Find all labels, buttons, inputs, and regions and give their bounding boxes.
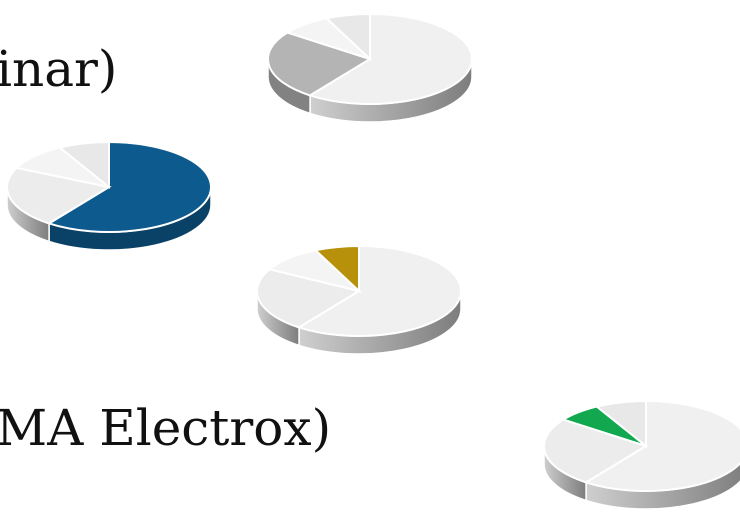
pie-chart-grey xyxy=(267,12,473,123)
pie-chart-blue xyxy=(6,140,212,251)
pie-blue-slice-3 xyxy=(57,140,110,190)
partial-title-text: inar) xyxy=(0,40,118,98)
pie-gold-slice-3 xyxy=(313,244,360,294)
pie-grey-top-slice-0 xyxy=(307,12,473,105)
pie-chart-gold xyxy=(256,244,462,355)
pie-green-slice-3 xyxy=(594,399,647,449)
partial-caption-text: MA Electrox) xyxy=(0,399,332,457)
pie-green-slice-1 xyxy=(543,418,649,484)
pie-grey-top-slice-3 xyxy=(324,12,371,62)
pie-gold-slice-0 xyxy=(296,244,462,337)
pie-gold-slice-1 xyxy=(256,268,362,329)
pie-chart-green xyxy=(543,399,740,510)
pie-green-slice-0 xyxy=(583,399,740,492)
pie-grey-top-slice-1 xyxy=(267,31,373,97)
pie-blue-slice-0 xyxy=(46,140,212,233)
